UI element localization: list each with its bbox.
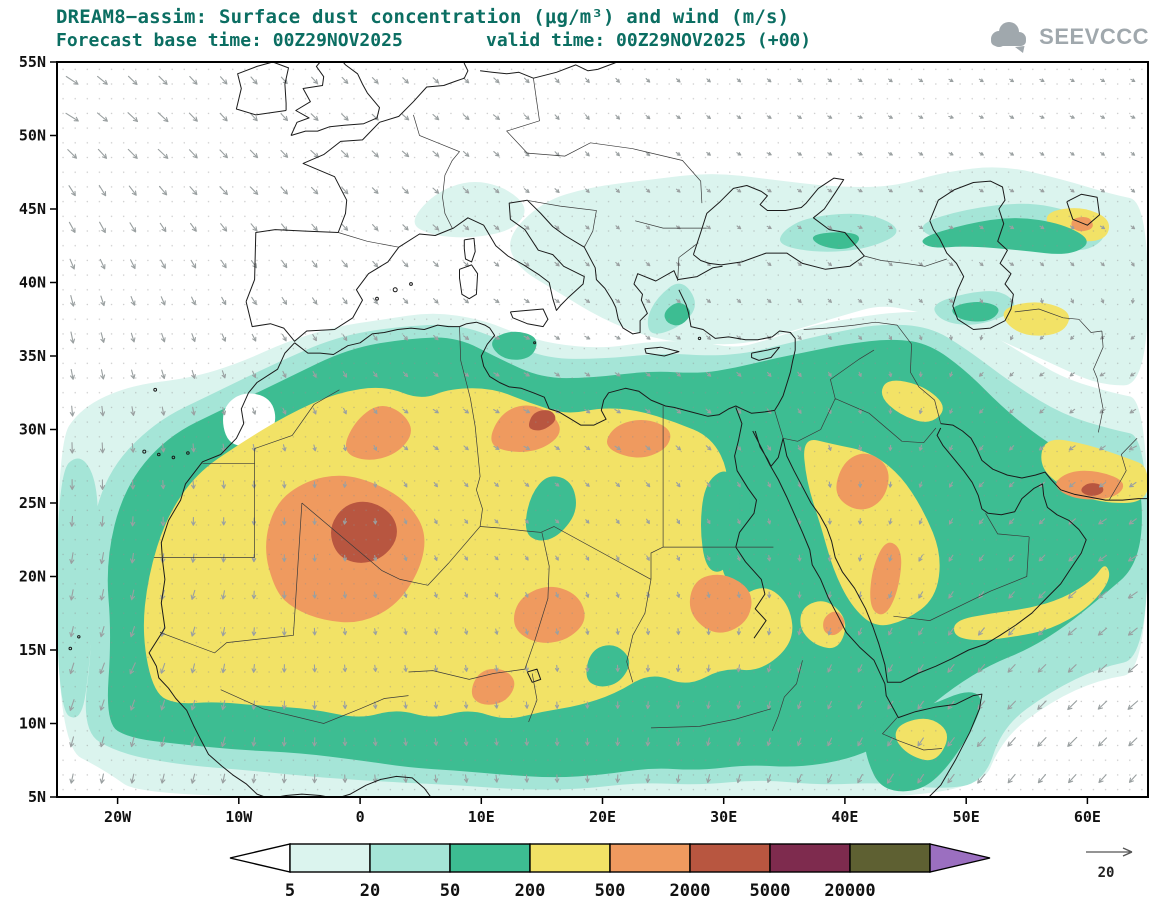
colorbar-segment	[289, 843, 371, 873]
graticule-dots	[57, 62, 1148, 797]
colorbar-segment	[609, 843, 691, 873]
y-axis-label: 20N	[19, 568, 46, 586]
colorbar-segment	[769, 843, 851, 873]
colorbar-segment	[529, 843, 611, 873]
x-axis-label: 0	[356, 808, 365, 826]
y-axis-label: 35N	[19, 347, 46, 365]
y-axis-label: 5N	[28, 788, 46, 806]
island	[392, 287, 398, 293]
colorbar-segment	[849, 843, 931, 873]
island	[409, 282, 413, 286]
y-axis-label: 55N	[19, 53, 46, 71]
y-axis-label: 50N	[19, 127, 46, 145]
wind-arrows	[65, 75, 1139, 784]
x-axis-label: 20E	[589, 808, 616, 826]
colorbar: 5 20 50 200 500 2000 5000 20000	[229, 843, 991, 901]
country-borders	[154, 78, 1138, 751]
y-axis-label: 30N	[19, 421, 46, 439]
colorbar-label: 5	[285, 881, 295, 901]
colorbar-arrow-low	[229, 843, 291, 873]
wind-reference-label: 20	[1098, 865, 1115, 881]
coastlines	[148, 62, 1148, 797]
island	[157, 452, 161, 457]
island	[77, 635, 81, 639]
x-axis-label: 10E	[468, 808, 495, 826]
colorbar-segment	[369, 843, 451, 873]
colorbar-label: 20000	[824, 881, 875, 901]
colorbar-label: 2000	[670, 881, 711, 901]
y-axis-label: 10N	[19, 715, 46, 733]
island	[697, 336, 702, 341]
colorbar-label: 5000	[750, 881, 791, 901]
island	[68, 646, 73, 651]
forecast-base-time: Forecast base time: 00Z29NOV2025	[56, 30, 403, 51]
island	[186, 451, 190, 455]
island	[153, 387, 158, 392]
colorbar-segment	[689, 843, 771, 873]
x-axis-label: 50E	[953, 808, 980, 826]
cloud-icon	[991, 22, 1027, 53]
y-axis-label: 40N	[19, 274, 46, 292]
island	[171, 455, 176, 460]
wind-reference: 20	[1086, 847, 1133, 881]
logo-text: SEEVCCC	[1039, 24, 1149, 49]
x-axis-label: 10W	[225, 808, 253, 826]
x-axis-label: 40E	[831, 808, 858, 826]
seevccc-logo: SEEVCCC	[986, 20, 1149, 54]
colorbar-label: 20	[360, 881, 380, 901]
page-title: DREAM8−assim: Surface dust concentration…	[56, 6, 790, 28]
colorbar-arrow-high	[929, 843, 991, 873]
x-axis-label: 20W	[104, 808, 132, 826]
island	[142, 449, 147, 454]
y-axis-label: 25N	[19, 494, 46, 512]
colorbar-label: 200	[515, 881, 546, 901]
y-axis-label: 15N	[19, 641, 46, 659]
valid-time: valid time: 00Z29NOV2025 (+00)	[486, 30, 812, 51]
island	[375, 296, 379, 301]
colorbar-label: 50	[440, 881, 460, 901]
y-axis-label: 45N	[19, 200, 46, 218]
x-axis-label: 30E	[710, 808, 737, 826]
colorbar-segment	[449, 843, 531, 873]
x-axis-label: 60E	[1074, 808, 1101, 826]
wind-reference-arrow-icon	[1086, 847, 1133, 857]
island	[533, 341, 537, 345]
colorbar-label: 500	[595, 881, 626, 901]
